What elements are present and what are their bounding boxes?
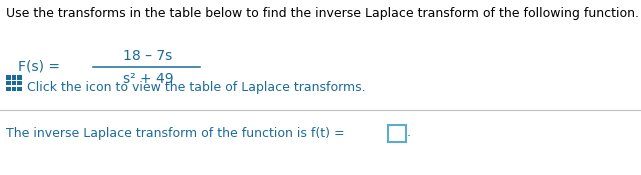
FancyBboxPatch shape [12, 81, 16, 85]
Text: s² + 49: s² + 49 [122, 72, 173, 86]
FancyBboxPatch shape [6, 75, 10, 80]
Text: 18 – 7s: 18 – 7s [123, 49, 172, 63]
FancyBboxPatch shape [6, 86, 10, 91]
FancyBboxPatch shape [17, 81, 22, 85]
Text: F(s) =: F(s) = [18, 60, 60, 74]
FancyBboxPatch shape [12, 75, 16, 80]
Text: Click the icon to view the table of Laplace transforms.: Click the icon to view the table of Lapl… [27, 80, 366, 93]
Text: Use the transforms in the table below to find the inverse Laplace transform of t: Use the transforms in the table below to… [6, 7, 639, 20]
FancyBboxPatch shape [17, 86, 22, 91]
Text: The inverse Laplace transform of the function is f(t) =: The inverse Laplace transform of the fun… [6, 127, 345, 139]
Text: .: . [407, 127, 411, 139]
FancyBboxPatch shape [388, 125, 406, 142]
FancyBboxPatch shape [6, 81, 10, 85]
FancyBboxPatch shape [12, 86, 16, 91]
FancyBboxPatch shape [17, 75, 22, 80]
